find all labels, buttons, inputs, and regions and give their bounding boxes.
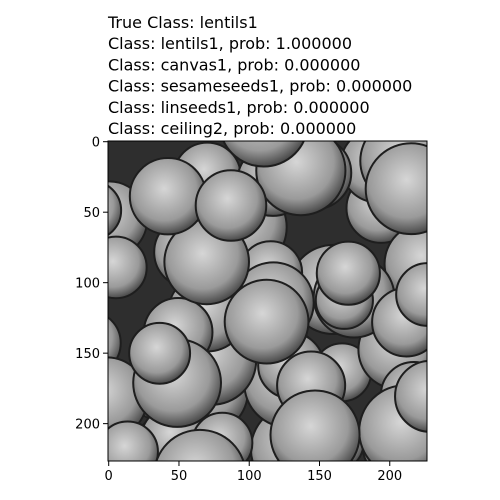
- title-line: Class: ceiling2, prob: 0.000000: [108, 119, 356, 138]
- lentil: [108, 235, 148, 300]
- image: [108, 141, 427, 461]
- title-line: Class: canvas1, prob: 0.000000: [108, 55, 360, 74]
- lentil: [255, 141, 347, 217]
- x-tick-label: 0: [105, 469, 113, 484]
- y-tick-label: 0: [92, 136, 100, 151]
- x-tick-label: 200: [377, 469, 402, 484]
- y-tick-label: 50: [83, 206, 100, 221]
- lentil: [364, 142, 427, 236]
- y-tick-label: 100: [75, 277, 100, 292]
- lentil: [108, 316, 122, 370]
- lentil: [269, 389, 361, 461]
- title-line: Class: lentils1, prob: 1.000000: [108, 34, 352, 53]
- title-line: Class: linseeds1, prob: 0.000000: [108, 98, 370, 117]
- lentil: [223, 278, 310, 365]
- lentil: [108, 184, 123, 237]
- lentil: [395, 262, 427, 327]
- lentil: [394, 359, 427, 433]
- lentil: [128, 157, 208, 236]
- x-tick-label: 100: [237, 469, 262, 484]
- x-tick-label: 50: [171, 469, 188, 484]
- lentil: [108, 420, 159, 461]
- y-tick-label: 150: [75, 347, 100, 362]
- title-line: Class: sesameseeds1, prob: 0.000000: [108, 77, 412, 96]
- lentil: [315, 240, 381, 306]
- lentil: [194, 169, 268, 242]
- title-line: True Class: lentils1: [107, 13, 258, 32]
- y-tick-label: 200: [75, 418, 100, 433]
- lentil: [222, 141, 305, 168]
- lentil: [128, 321, 192, 385]
- axes-frame: [107, 140, 428, 462]
- x-tick-label: 150: [307, 469, 332, 484]
- lentil: [155, 428, 245, 461]
